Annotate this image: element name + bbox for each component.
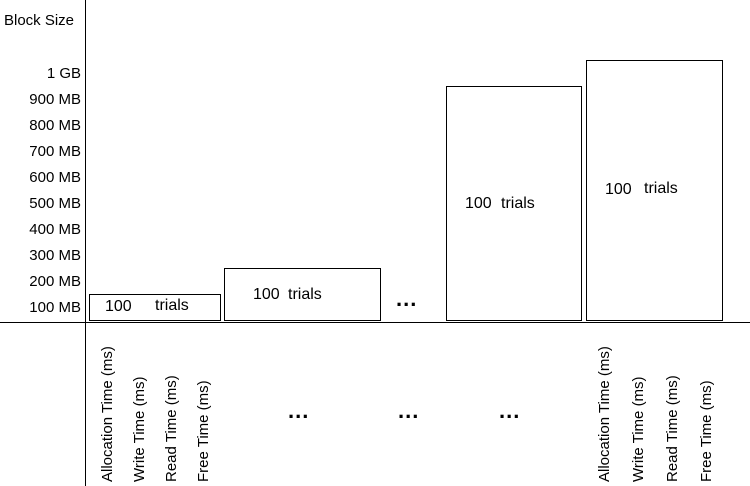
metrics-ellipsis-1: ... [288, 398, 310, 423]
block-900mb-trial-count: 100 [465, 195, 492, 212]
metrics-ellipsis-3: ... [499, 398, 521, 423]
y-tick-900mb: 900 MB [29, 91, 81, 108]
x-axis-line [0, 322, 750, 323]
block-200mb [224, 268, 381, 321]
y-tick-1gb: 1 GB [46, 65, 81, 82]
block-200mb-trial-word: trials [288, 286, 322, 303]
metric-label-write-right: Write Time (ms) [630, 376, 647, 482]
block-1gb [586, 60, 723, 321]
y-tick-500mb: 500 MB [29, 195, 81, 212]
y-tick-300mb: 300 MB [29, 247, 81, 264]
metric-label-allocation-left: Allocation Time (ms) [99, 346, 116, 482]
y-tick-200mb: 200 MB [29, 273, 81, 290]
y-tick-100mb: 100 MB [29, 299, 81, 316]
block-900mb [446, 86, 582, 321]
metric-label-read-left: Read Time (ms) [163, 375, 180, 482]
metric-label-free-left: Free Time (ms) [195, 380, 212, 482]
block-1gb-trial-count: 100 [605, 181, 632, 198]
y-axis-title: Block Size [4, 12, 75, 29]
y-tick-700mb: 700 MB [29, 143, 81, 160]
y-tick-600mb: 600 MB [29, 169, 81, 186]
y-tick-400mb: 400 MB [29, 221, 81, 238]
block-900mb-trial-word: trials [501, 195, 535, 212]
metric-label-free-right: Free Time (ms) [698, 380, 715, 482]
block-200mb-trial-count: 100 [253, 286, 280, 303]
y-tick-800mb: 800 MB [29, 117, 81, 134]
block-100mb-trial-word: trials [155, 297, 189, 314]
metrics-ellipsis-2: ... [398, 398, 420, 423]
block-1gb-trial-word: trials [644, 180, 678, 197]
metric-label-allocation-right: Allocation Time (ms) [596, 346, 613, 482]
block-100mb [89, 294, 221, 321]
blocks-ellipsis: ... [396, 286, 418, 311]
metric-label-read-right: Read Time (ms) [664, 375, 681, 482]
metric-label-write-left: Write Time (ms) [131, 376, 148, 482]
y-axis-line [85, 0, 86, 486]
block-100mb-trial-count: 100 [105, 298, 132, 315]
